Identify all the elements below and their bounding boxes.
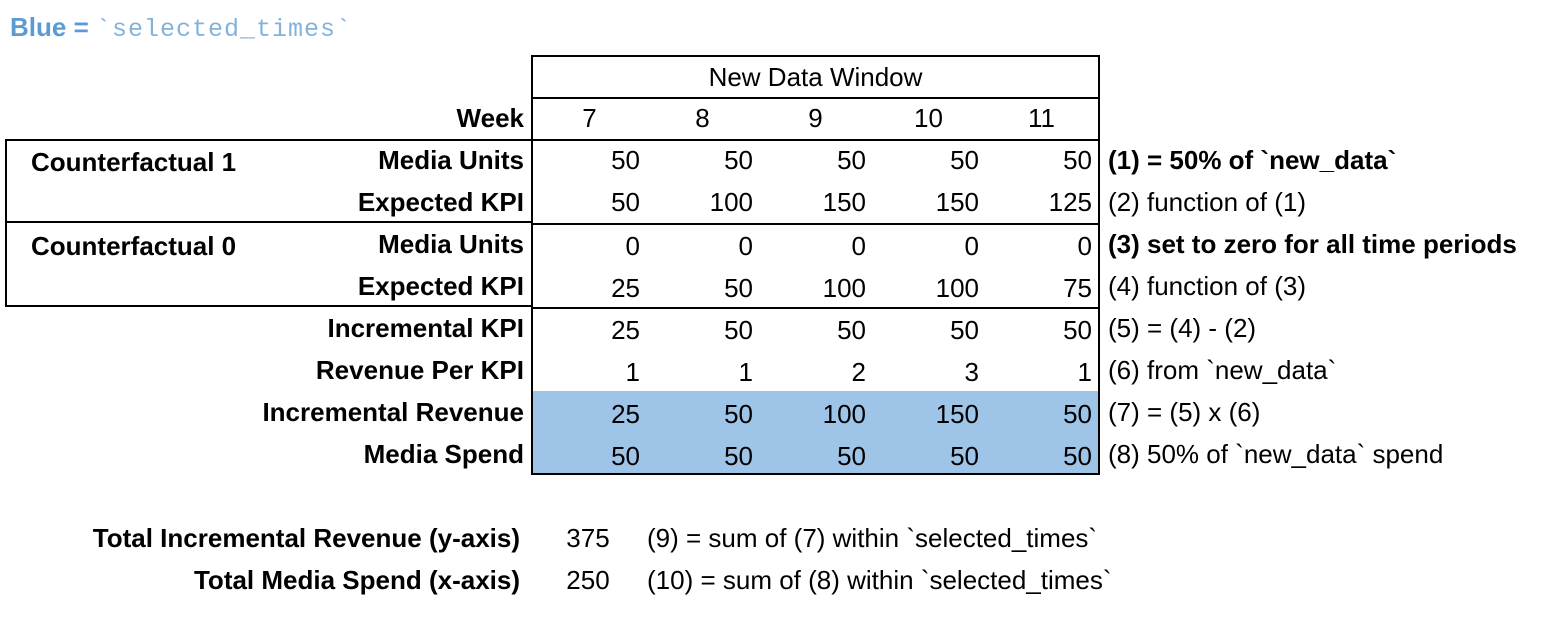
total-media-spend-label: Total Media Spend (x-axis) — [193, 565, 520, 595]
row-label-media-units-cf0: Media Units — [378, 229, 524, 259]
annotation-6: (6) from `new_data` — [1108, 355, 1337, 385]
table-cell: 1 — [738, 357, 753, 387]
legend-note-label: Blue = — [10, 12, 89, 42]
annotation-7: (7) = (5) x (6) — [1108, 397, 1261, 427]
table-cell: 25 — [611, 399, 640, 429]
counterfactual-0-box: Counterfactual 0 — [5, 221, 533, 307]
table-cell: 50 — [724, 273, 753, 303]
table-cell: 100 — [822, 273, 866, 303]
table-cell: 125 — [1048, 187, 1092, 217]
annotation-8: (8) 50% of `new_data` spend — [1108, 439, 1444, 469]
table-cell: 150 — [935, 187, 979, 217]
table-cell: 50 — [724, 399, 753, 429]
table-cell: 100 — [935, 273, 979, 303]
table-cell: 75 — [1063, 273, 1092, 303]
table-cell: 100 — [822, 399, 866, 429]
total-media-spend-value: 250 — [566, 565, 610, 595]
row-label-revenue-per-kpi: Revenue Per KPI — [315, 355, 524, 385]
table-cell: 50 — [1063, 315, 1092, 345]
table-cell: 50 — [837, 441, 866, 471]
new-data-window-header: New Data Window — [708, 62, 923, 92]
table-row-incremental-revenue: 25 50 100 150 50 — [533, 393, 1098, 435]
divider-line — [533, 97, 1098, 99]
row-label-incremental-revenue: Incremental Revenue — [262, 397, 524, 427]
table-cell: 150 — [935, 399, 979, 429]
week-cell: 11 — [1028, 103, 1055, 133]
table-cell: 1 — [1077, 357, 1092, 387]
table-cell: 100 — [709, 187, 753, 217]
table-cell: 0 — [851, 231, 866, 261]
table-cell: 50 — [837, 145, 866, 175]
selected-times-highlight — [533, 391, 1098, 473]
table-row-media-spend: 50 50 50 50 50 — [533, 435, 1098, 477]
week-cell: 8 — [695, 103, 710, 133]
legend-note-code: `selected_times` — [95, 15, 353, 44]
table-cell: 25 — [611, 315, 640, 345]
annotation-10: (10) = sum of (8) within `selected_times… — [647, 565, 1112, 595]
table-cell: 0 — [1077, 231, 1092, 261]
table-row-media-units-cf0: 0 0 0 0 0 — [533, 225, 1098, 267]
divider-line — [533, 307, 1098, 309]
table-cell: 2 — [851, 357, 866, 387]
week-cell: 10 — [914, 103, 943, 133]
annotation-2: (2) function of (1) — [1108, 187, 1306, 217]
counterfactual-0-label: Counterfactual 0 — [31, 231, 237, 261]
table-cell: 50 — [950, 145, 979, 175]
table-row-expected-kpi-cf1: 50 100 150 150 125 — [533, 181, 1098, 223]
table-cell: 0 — [738, 231, 753, 261]
row-label-expected-kpi-cf0: Expected KPI — [357, 271, 524, 301]
annotation-4: (4) function of (3) — [1108, 271, 1306, 301]
table-cell: 50 — [611, 441, 640, 471]
annotation-1: (1) = 50% of `new_data` — [1108, 145, 1397, 175]
table-row-incremental-kpi: 25 50 50 50 50 — [533, 309, 1098, 351]
table-cell: 0 — [964, 231, 979, 261]
table-cell: 50 — [724, 315, 753, 345]
table-cell: 1 — [625, 357, 640, 387]
table-cell: 50 — [950, 315, 979, 345]
table-cell: 50 — [1063, 441, 1092, 471]
table-cell: 150 — [822, 187, 866, 217]
annotation-3: (3) set to zero for all time periods — [1108, 229, 1517, 259]
legend-note: Blue = `selected_times` — [10, 12, 352, 44]
row-label-media-spend: Media Spend — [363, 439, 524, 469]
table-cell: 50 — [1063, 399, 1092, 429]
week-cell: 9 — [808, 103, 823, 133]
table-cell: 25 — [611, 273, 640, 303]
total-incremental-revenue-value: 375 — [566, 523, 610, 553]
table-row-expected-kpi-cf0: 25 50 100 100 75 — [533, 267, 1098, 309]
table-cell: 0 — [625, 231, 640, 261]
table-cell: 3 — [964, 357, 979, 387]
table-cell: 50 — [950, 441, 979, 471]
table-cell: 50 — [611, 145, 640, 175]
table-cell: 50 — [724, 145, 753, 175]
annotation-9: (9) = sum of (7) within `selected_times` — [647, 523, 1098, 553]
row-label-expected-kpi-cf1: Expected KPI — [357, 187, 524, 217]
divider-line — [533, 139, 1098, 141]
table-row-media-units-cf1: 50 50 50 50 50 — [533, 139, 1098, 181]
week-row-label: Week — [456, 103, 524, 133]
table-cell: 50 — [837, 315, 866, 345]
table-cell: 50 — [611, 187, 640, 217]
table-row-revenue-per-kpi: 1 1 2 3 1 — [533, 351, 1098, 393]
data-table: New Data Window 7 8 9 10 11 50 50 50 50 … — [531, 55, 1100, 475]
week-numbers-row: 7 8 9 10 11 — [533, 97, 1098, 139]
table-cell: 50 — [1063, 145, 1092, 175]
divider-line — [533, 223, 1098, 225]
table-cell: 50 — [724, 441, 753, 471]
annotation-5: (5) = (4) - (2) — [1108, 313, 1257, 343]
counterfactual-1-label: Counterfactual 1 — [31, 147, 237, 177]
week-cell: 7 — [582, 103, 597, 133]
total-incremental-revenue-label: Total Incremental Revenue (y-axis) — [92, 523, 520, 553]
row-label-media-units-cf1: Media Units — [378, 145, 524, 175]
row-label-incremental-kpi: Incremental KPI — [327, 313, 524, 343]
